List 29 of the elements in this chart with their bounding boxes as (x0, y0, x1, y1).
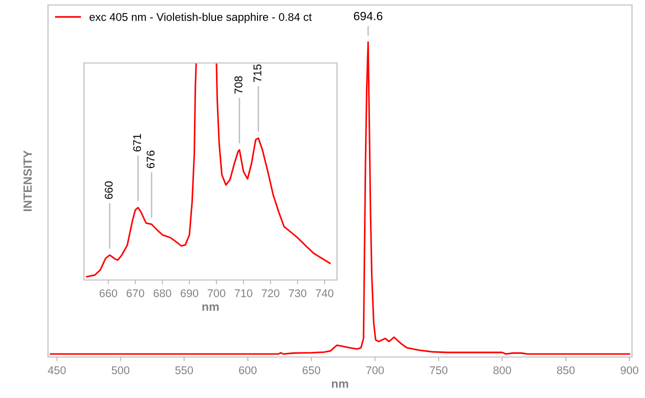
x-axis-title: nm (202, 304, 219, 311)
y-axis-title: INTENSITY (23, 150, 32, 212)
x-tick-label: 730 (288, 289, 306, 298)
x-tick-label: 650 (302, 366, 320, 374)
annotation: 660 (104, 181, 113, 199)
x-tick-label: 800 (493, 366, 512, 374)
annotation: 671 (133, 134, 142, 152)
x-tick-label: 690 (180, 289, 198, 298)
annotation: 676 (146, 150, 155, 168)
legend-label: exc 405 nm - Violetish-blue sapphire - 0.84 ct (90, 12, 312, 24)
x-tick-label: 850 (557, 366, 575, 374)
x-tick-label: 720 (262, 289, 280, 298)
x-tick-label: 700 (208, 289, 226, 298)
x-axis-title: nm (332, 381, 348, 388)
x-tick-label: 600 (239, 366, 257, 374)
x-tick-label: 450 (48, 366, 66, 374)
annotation: 715 (254, 64, 262, 82)
x-tick-label: 680 (154, 289, 172, 298)
x-tick-label: 750 (430, 366, 448, 374)
x-tick-label: 700 (366, 366, 384, 374)
x-tick-label: 670 (126, 289, 144, 298)
x-tick-label: 660 (100, 289, 118, 298)
x-tick-label: 710 (234, 289, 252, 298)
x-tick-label: 900 (620, 366, 638, 374)
annotation: 694.6 (354, 12, 382, 20)
x-tick-label: 550 (175, 366, 193, 374)
annotation: 708 (234, 76, 242, 94)
x-tick-label: 740 (316, 289, 334, 298)
x-tick-label: 500 (112, 366, 130, 374)
